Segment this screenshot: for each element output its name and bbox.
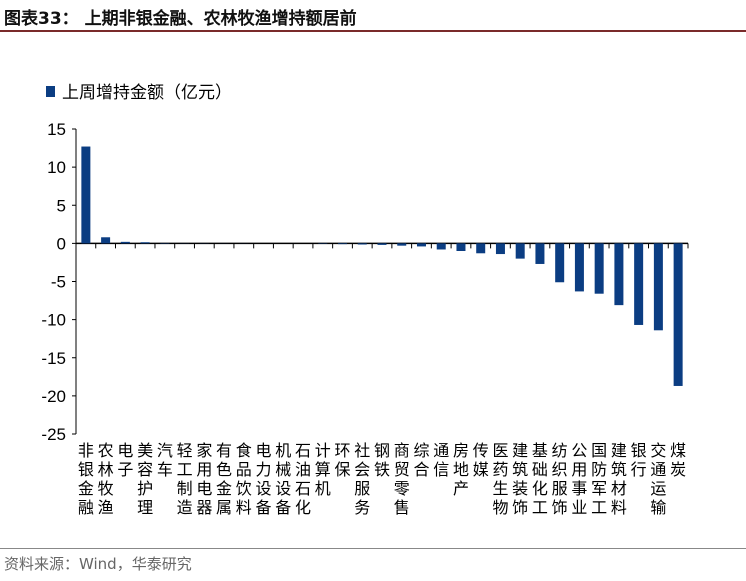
footer-divider xyxy=(0,548,746,549)
figure-title: 图表33： 上期非银金融、农林牧渔增持额居前 xyxy=(4,9,357,29)
x-tick-label: 环保 xyxy=(335,441,351,479)
x-tick-label: 纺织服饰 xyxy=(552,441,568,517)
bar xyxy=(81,146,91,244)
bar xyxy=(436,243,446,250)
y-tick-label: -15 xyxy=(41,349,66,368)
bar xyxy=(555,243,565,283)
y-tick-label: -25 xyxy=(41,425,66,444)
legend-label: 上周增持金额（亿元） xyxy=(62,83,232,103)
x-tick-label: 美容护理 xyxy=(137,441,153,517)
x-tick-label: 银行 xyxy=(631,441,647,479)
bar xyxy=(673,243,683,386)
bar xyxy=(140,242,150,244)
x-tick-label: 非银金融 xyxy=(78,441,94,517)
bar xyxy=(377,243,387,245)
bar xyxy=(476,243,486,254)
x-tick-label: 国防军工 xyxy=(591,441,607,517)
x-tick-label: 医药生物 xyxy=(492,441,508,517)
legend-swatch xyxy=(46,86,55,97)
y-tick-label: 0 xyxy=(57,234,66,253)
y-tick-label: -5 xyxy=(51,273,66,292)
bar xyxy=(338,243,348,245)
x-tick-label: 煤炭 xyxy=(670,441,686,479)
x-tick-label: 有色金属 xyxy=(216,441,232,517)
x-tick-label: 钢铁 xyxy=(374,441,390,479)
title-divider xyxy=(0,30,746,32)
x-tick-label: 电子 xyxy=(117,441,133,479)
y-tick-label: 5 xyxy=(57,196,66,215)
x-tick-label: 社会服务 xyxy=(354,441,370,517)
x-tick-label: 家用电器 xyxy=(196,441,212,517)
x-tick-label: 公用事业 xyxy=(571,441,587,517)
y-tick-label: 15 xyxy=(47,120,66,139)
bar xyxy=(594,243,604,294)
x-tick-label: 综合 xyxy=(413,441,429,479)
x-tick-label: 建筑装饰 xyxy=(512,441,528,517)
bar xyxy=(495,243,505,255)
x-tick-label: 电力设备 xyxy=(256,441,272,517)
bar xyxy=(574,243,584,292)
x-tick-label: 农林牧渔 xyxy=(98,441,114,517)
x-tick-label: 轻工制造 xyxy=(177,441,193,517)
bar xyxy=(614,243,624,306)
bar xyxy=(397,243,407,246)
bar xyxy=(101,237,111,244)
x-tick-label: 石油石化 xyxy=(295,441,311,517)
bar xyxy=(634,243,644,325)
source-note: 资料来源：Wind，华泰研究 xyxy=(4,555,192,573)
x-tick-label: 商贸零售 xyxy=(394,441,410,517)
x-tick-label: 房地产 xyxy=(453,441,469,498)
bar xyxy=(416,243,426,247)
bar xyxy=(515,243,525,259)
y-tick-label: -10 xyxy=(41,311,66,330)
x-tick-label: 传媒 xyxy=(473,441,489,479)
bar xyxy=(653,243,663,331)
y-tick-label: 10 xyxy=(47,158,66,177)
bar xyxy=(535,243,545,264)
x-tick-label: 建筑材料 xyxy=(611,441,627,517)
bar xyxy=(357,243,367,245)
x-tick-label: 通信 xyxy=(433,441,449,479)
x-tick-label: 基础化工 xyxy=(532,441,548,517)
y-tick-label: -20 xyxy=(41,387,66,406)
x-tick-label: 交通运输 xyxy=(650,441,666,517)
bar xyxy=(120,241,130,244)
x-tick-label: 计算机 xyxy=(315,441,331,498)
x-tick-label: 汽车 xyxy=(157,441,173,479)
x-tick-label: 机械设备 xyxy=(275,441,291,517)
x-tick-label: 食品饮料 xyxy=(236,441,252,517)
bar xyxy=(456,243,466,251)
